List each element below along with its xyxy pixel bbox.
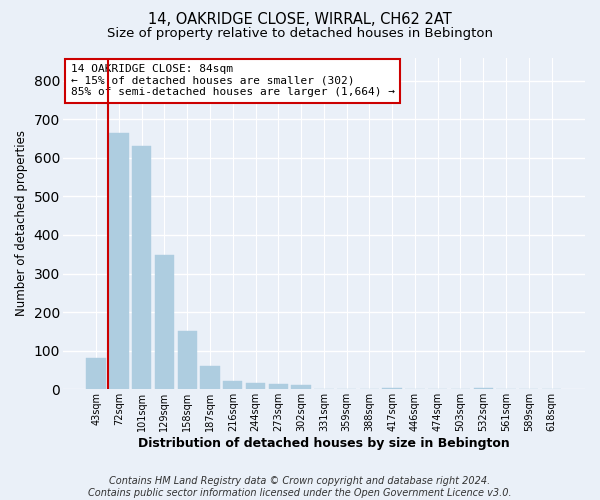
Bar	[473, 388, 493, 390]
Bar	[109, 132, 128, 390]
Bar	[200, 366, 220, 390]
Bar	[246, 382, 265, 390]
Bar	[382, 388, 402, 390]
Bar	[292, 386, 311, 390]
Bar	[155, 255, 174, 390]
Text: Contains HM Land Registry data © Crown copyright and database right 2024.
Contai: Contains HM Land Registry data © Crown c…	[88, 476, 512, 498]
Bar	[178, 332, 197, 390]
Y-axis label: Number of detached properties: Number of detached properties	[15, 130, 28, 316]
Bar	[86, 358, 106, 390]
Bar	[132, 146, 151, 390]
Text: 14 OAKRIDGE CLOSE: 84sqm
← 15% of detached houses are smaller (302)
85% of semi-: 14 OAKRIDGE CLOSE: 84sqm ← 15% of detach…	[71, 64, 395, 98]
Bar	[223, 381, 242, 390]
Text: 14, OAKRIDGE CLOSE, WIRRAL, CH62 2AT: 14, OAKRIDGE CLOSE, WIRRAL, CH62 2AT	[148, 12, 452, 28]
Bar	[269, 384, 288, 390]
Text: Size of property relative to detached houses in Bebington: Size of property relative to detached ho…	[107, 28, 493, 40]
X-axis label: Distribution of detached houses by size in Bebington: Distribution of detached houses by size …	[138, 437, 510, 450]
